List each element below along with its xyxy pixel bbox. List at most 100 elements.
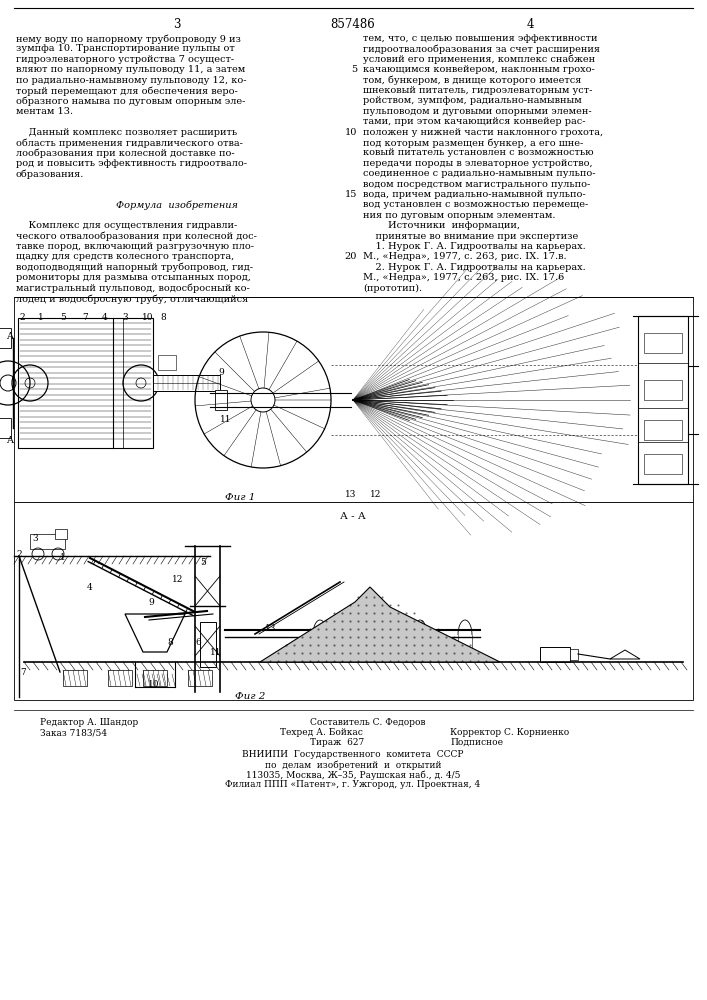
Text: Фиг 2: Фиг 2 (235, 692, 265, 701)
Text: 113035, Москва, Ж–35, Раушская наб., д. 4/5: 113035, Москва, Ж–35, Раушская наб., д. … (246, 770, 460, 780)
Bar (200, 622, 216, 667)
Bar (108, 670, 132, 686)
Bar (55, 529, 67, 539)
Text: водом посредством магистрального пульпо-: водом посредством магистрального пульпо- (363, 180, 590, 189)
Text: под которым размещен бункер, а его шне-: под которым размещен бункер, а его шне- (363, 138, 583, 147)
Text: 9: 9 (218, 368, 223, 377)
Text: водоподводящий напорный трубопровод, гид-: водоподводящий напорный трубопровод, гид… (16, 263, 253, 272)
Bar (644, 420, 682, 440)
Text: Комплекс для осуществления гидравли-: Комплекс для осуществления гидравли- (16, 221, 238, 230)
Text: 12: 12 (370, 490, 381, 499)
Text: 7: 7 (20, 668, 25, 677)
Bar (153, 375, 220, 391)
Text: щадку для средств колесного транспорта,: щадку для средств колесного транспорта, (16, 252, 234, 261)
Text: A: A (6, 332, 13, 341)
Text: зумпфа 10. Транспортирование пульпы от: зумпфа 10. Транспортирование пульпы от (16, 44, 235, 53)
Text: тем, что, с целью повышения эффективности: тем, что, с целью повышения эффективност… (363, 34, 597, 43)
Bar (63, 670, 87, 686)
Bar (188, 670, 212, 686)
Text: 8: 8 (160, 313, 165, 322)
Text: ментам 13.: ментам 13. (16, 107, 73, 116)
Bar (158, 355, 176, 370)
Text: 1. Нурок Г. А. Гидроотвалы на карьерах.: 1. Нурок Г. А. Гидроотвалы на карьерах. (363, 242, 586, 251)
Text: 8: 8 (167, 638, 173, 647)
Text: Данный комплекс позволяет расширить: Данный комплекс позволяет расширить (16, 128, 237, 137)
Text: тавке пород, включающий разгрузочную пло-: тавке пород, включающий разгрузочную пло… (16, 242, 254, 251)
Text: Техред А. Бойкас: Техред А. Бойкас (280, 728, 363, 737)
Text: область применения гидравлического отва-: область применения гидравлического отва- (16, 138, 243, 147)
Text: магистральный пульповод, водосбросный ко-: магистральный пульповод, водосбросный ко… (16, 284, 250, 293)
Bar (0, 418, 11, 438)
Text: 4: 4 (87, 583, 93, 592)
Text: соединенное с радиально-намывным пульпо-: соединенное с радиально-намывным пульпо- (363, 169, 595, 178)
Text: Редактор А. Шандор: Редактор А. Шандор (40, 718, 139, 727)
Bar (18, 318, 153, 448)
Text: 5: 5 (60, 313, 66, 322)
Text: 5: 5 (200, 558, 206, 567)
Text: образования.: образования. (16, 169, 84, 179)
Text: тами, при этом качающийся конвейер рас-: тами, при этом качающийся конвейер рас- (363, 117, 585, 126)
Text: 20: 20 (344, 252, 357, 261)
Text: пульповодом и дуговыми опорными элемен-: пульповодом и дуговыми опорными элемен- (363, 107, 592, 116)
Text: 11: 11 (210, 648, 221, 657)
Text: Корректор С. Корниенко: Корректор С. Корниенко (450, 728, 569, 737)
Text: 9: 9 (148, 598, 153, 607)
Text: род и повысить эффективность гидроотвало-: род и повысить эффективность гидроотвало… (16, 159, 247, 168)
Text: качающимся конвейером, наклонным грохо-: качающимся конвейером, наклонным грохо- (363, 65, 595, 74)
Text: по радиально-намывному пульповоду 12, ко-: по радиально-намывному пульповоду 12, ко… (16, 76, 247, 85)
Text: 2: 2 (16, 550, 22, 559)
Text: 7: 7 (82, 313, 88, 322)
Text: Подписное: Подписное (450, 738, 503, 747)
Bar (143, 670, 167, 686)
Text: 1: 1 (38, 313, 44, 322)
Text: 857486: 857486 (331, 18, 375, 31)
Text: по  делам  изобретений  и  открытий: по делам изобретений и открытий (264, 760, 441, 770)
Text: торый перемещают для обеспечения веро-: торый перемещают для обеспечения веро- (16, 86, 238, 96)
Text: М., «Недра», 1977, с. 263, рис. IX. 17.6: М., «Недра», 1977, с. 263, рис. IX. 17.6 (363, 273, 564, 282)
Bar (14, 297, 693, 502)
Text: Заказ 7183/54: Заказ 7183/54 (40, 728, 107, 737)
Text: ческого отвалообразования при колесной дос-: ческого отвалообразования при колесной д… (16, 232, 257, 241)
Bar (644, 454, 682, 474)
Text: принятые во внимание при экспертизе: принятые во внимание при экспертизе (363, 232, 578, 241)
Text: 5: 5 (351, 65, 357, 74)
Text: 12: 12 (172, 575, 183, 584)
Text: 11: 11 (220, 415, 231, 424)
Text: 3: 3 (122, 313, 128, 322)
Text: ковый питатель установлен с возможностью: ковый питатель установлен с возможностью (363, 148, 594, 157)
Text: лодец и водосбросную трубу, отличающийся: лодец и водосбросную трубу, отличающийся (16, 294, 248, 304)
Text: 3: 3 (173, 18, 181, 31)
Text: А - А: А - А (340, 512, 366, 521)
Text: шнековый питатель, гидроэлеваторным уст-: шнековый питатель, гидроэлеваторным уст- (363, 86, 592, 95)
Bar (14, 502, 693, 700)
Text: (прототип).: (прототип). (363, 284, 422, 293)
Text: ромониторы для размыва отсыпанных пород,: ромониторы для размыва отсыпанных пород, (16, 273, 251, 282)
Text: нему воду по напорному трубопроводу 9 из: нему воду по напорному трубопроводу 9 из (16, 34, 241, 43)
Text: 10: 10 (344, 128, 357, 137)
Text: 1: 1 (60, 553, 66, 562)
Text: ВНИИПИ  Государственного  комитета  СССР: ВНИИПИ Государственного комитета СССР (243, 750, 464, 759)
Bar (644, 333, 682, 353)
Text: Тираж  627: Тираж 627 (310, 738, 364, 747)
Text: Составитель С. Федоров: Составитель С. Федоров (310, 718, 426, 727)
Text: 13: 13 (345, 490, 356, 499)
Text: 10: 10 (148, 680, 160, 689)
Bar (570, 649, 578, 660)
Text: ройством, зумпфом, радиально-намывным: ройством, зумпфом, радиально-намывным (363, 96, 582, 105)
Text: ния по дуговым опорным элементам.: ния по дуговым опорным элементам. (363, 211, 556, 220)
Text: гидроотвалообразования за счет расширения: гидроотвалообразования за счет расширени… (363, 44, 600, 54)
Text: вод установлен с возможностью перемеще-: вод установлен с возможностью перемеще- (363, 200, 588, 209)
Text: 6: 6 (195, 638, 201, 647)
Text: 2: 2 (19, 313, 25, 322)
Text: Формула  изобретения: Формула изобретения (116, 200, 238, 210)
Text: положен у нижней части наклонного грохота,: положен у нижней части наклонного грохот… (363, 128, 603, 137)
Text: 2. Нурок Г. А. Гидроотвалы на карьерах.: 2. Нурок Г. А. Гидроотвалы на карьерах. (363, 263, 586, 272)
Text: 4: 4 (102, 313, 107, 322)
Bar (644, 380, 682, 400)
Text: 4: 4 (526, 18, 534, 31)
Text: гидроэлеваторного устройства 7 осущест-: гидроэлеваторного устройства 7 осущест- (16, 55, 234, 64)
Bar (638, 316, 688, 484)
Text: 10: 10 (142, 313, 153, 322)
Text: Фиг 1: Фиг 1 (225, 493, 255, 502)
Text: 3: 3 (32, 534, 37, 543)
